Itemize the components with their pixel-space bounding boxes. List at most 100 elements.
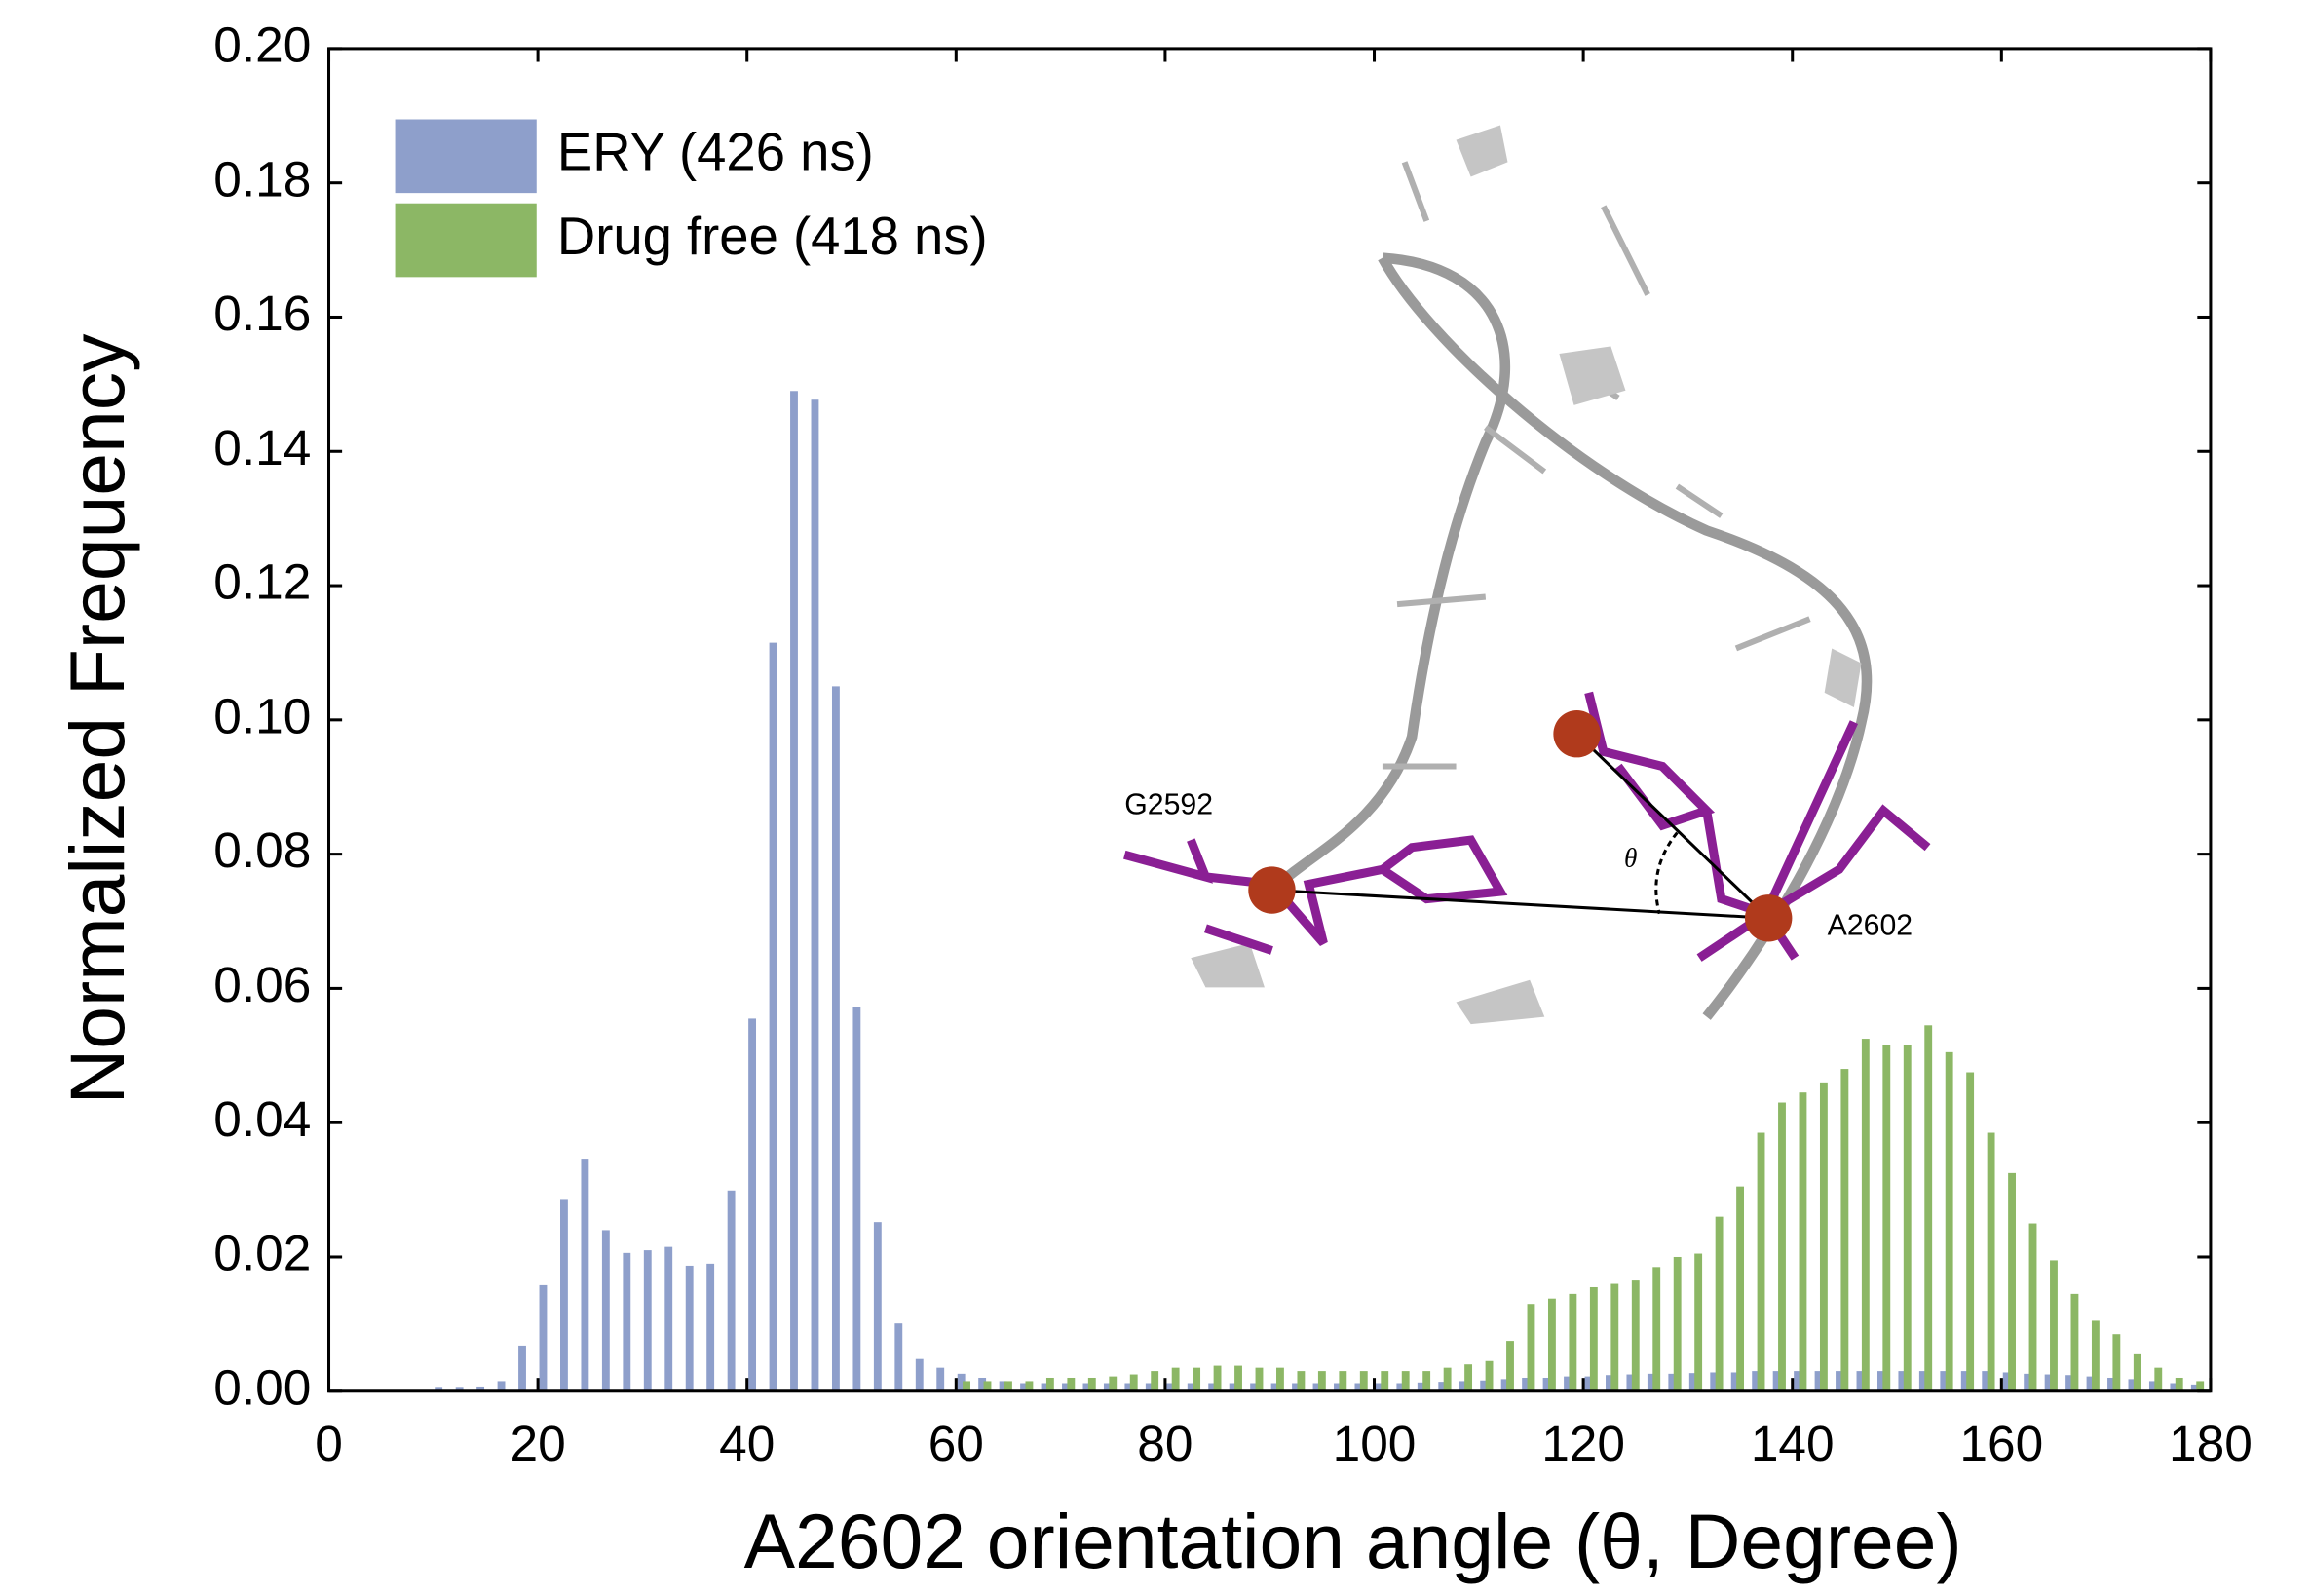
bar (1354, 1383, 1363, 1391)
bar (2196, 1381, 2205, 1391)
bar (1715, 1216, 1724, 1391)
y-tick-label: 0.06 (213, 956, 311, 1012)
bar (936, 1367, 945, 1391)
rna-ribbon (1275, 252, 1511, 889)
residue-label: G2592 (1124, 788, 1213, 820)
bar (1193, 1367, 1201, 1391)
y-tick-label: 0.08 (213, 821, 311, 878)
legend-label: ERY (426 ns) (557, 123, 874, 182)
a2602-sticks (1584, 691, 1931, 962)
bar (873, 1222, 882, 1391)
atom (1248, 866, 1296, 914)
x-tick-label: 180 (2169, 1415, 2253, 1471)
bar (2065, 1375, 2074, 1391)
bar (999, 1381, 1007, 1391)
bar (1626, 1374, 1635, 1391)
bar (1422, 1371, 1431, 1391)
bar (1688, 1373, 1697, 1391)
bar (2154, 1367, 2163, 1391)
x-tick-label: 0 (315, 1415, 343, 1471)
x-tick-label: 20 (511, 1415, 566, 1471)
bar (852, 1007, 861, 1391)
bar (1710, 1372, 1719, 1391)
bar (1250, 1383, 1259, 1391)
bar (2128, 1379, 2137, 1391)
bar (1208, 1383, 1217, 1391)
bar (1041, 1383, 1049, 1391)
x-tick-label: 40 (719, 1415, 775, 1471)
rna-ribbon (1378, 255, 1873, 1020)
x-tick-label: 80 (1137, 1415, 1193, 1471)
bar (978, 1377, 987, 1391)
bar (1067, 1377, 1076, 1391)
legend-label: Drug free (418 ns) (557, 207, 988, 266)
bar (1752, 1371, 1761, 1391)
bar (706, 1263, 715, 1391)
bar (1229, 1383, 1237, 1391)
bar (727, 1190, 736, 1391)
bar (1103, 1383, 1112, 1391)
g2592-sticks (1123, 835, 1508, 955)
bar (1375, 1383, 1383, 1391)
y-tick-label: 0.10 (213, 687, 311, 743)
bar (1401, 1371, 1410, 1391)
bar (1317, 1371, 1326, 1391)
bar (1187, 1383, 1195, 1391)
bar (2086, 1376, 2095, 1391)
bar (1500, 1379, 1509, 1391)
bar (2175, 1377, 2183, 1391)
bar (915, 1358, 924, 1391)
bar (1730, 1372, 1739, 1391)
legend-swatch (395, 119, 537, 194)
angle-arc (1654, 831, 1679, 915)
bar (790, 391, 798, 1391)
bar (1652, 1267, 1661, 1391)
bar (983, 1381, 992, 1391)
rna-base (1456, 125, 1508, 177)
bar (1485, 1360, 1494, 1391)
bar (2091, 1320, 2100, 1391)
y-tick-label: 0.02 (213, 1225, 311, 1281)
bar (963, 1381, 970, 1391)
bar (1506, 1341, 1514, 1391)
y-tick-label: 0.12 (213, 553, 311, 610)
bar (1087, 1377, 1096, 1391)
bar (1276, 1367, 1284, 1391)
bar (1736, 1186, 1745, 1391)
bar (1861, 1039, 1870, 1391)
atom (1744, 894, 1793, 942)
bar (601, 1230, 610, 1391)
bar (1255, 1367, 1264, 1391)
bar (2112, 1334, 2121, 1391)
x-axis-title: A2602 orientation angle (θ, Degree) (744, 1499, 1962, 1584)
bar (1213, 1365, 1222, 1391)
bar (2044, 1374, 2053, 1391)
bars (435, 391, 2205, 1391)
bar (1794, 1371, 1802, 1391)
y-axis-title: Normalized Frequency (55, 333, 140, 1105)
bar (2002, 1372, 2011, 1391)
bar (1982, 1371, 1990, 1391)
vector (1575, 733, 1770, 920)
structure-inset: G2592 A2602 θ (1123, 125, 1931, 1025)
bar (1819, 1082, 1828, 1391)
rna-base (1456, 979, 1545, 1025)
bar (1772, 1371, 1781, 1391)
bar (1062, 1383, 1070, 1391)
y-tick-label: 0.18 (213, 150, 311, 207)
bar (1082, 1383, 1091, 1391)
bar (1584, 1376, 1593, 1391)
x-tick-label: 60 (928, 1415, 984, 1471)
bar (1668, 1373, 1677, 1391)
bar (1876, 1371, 1885, 1391)
bar (1522, 1377, 1531, 1391)
bar (1542, 1377, 1551, 1391)
bar (1547, 1298, 1556, 1391)
rna-base (1191, 942, 1265, 988)
legend-swatch (395, 203, 537, 278)
bar (1025, 1381, 1034, 1391)
bar (1856, 1371, 1865, 1391)
bar (1840, 1069, 1849, 1391)
bar (1527, 1304, 1535, 1391)
bar (2170, 1383, 2178, 1391)
